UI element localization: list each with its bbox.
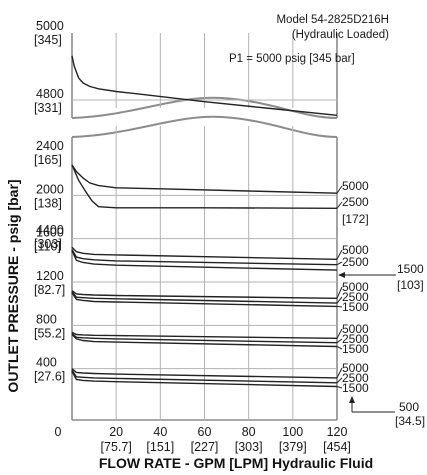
x-tick-label: 20: [109, 425, 123, 439]
x-tick-sublabel: [227]: [191, 440, 219, 454]
series-end-label: 5000: [342, 243, 369, 257]
series-end-label: 5000: [342, 322, 369, 336]
series-end-label: 1500: [342, 342, 369, 356]
y-tick-sublabel: [331]: [34, 101, 62, 115]
y-tick-sublabel: [55.2]: [34, 326, 65, 340]
series-end-label: 5000: [342, 280, 369, 294]
label-leader: [336, 328, 343, 339]
series-end-label: 1500: [342, 381, 369, 395]
label-leader: [336, 249, 343, 260]
series-lines: [71, 55, 338, 388]
label-leader: [336, 305, 343, 308]
label-leader: [336, 386, 343, 389]
setpoint-arrowhead: [338, 272, 345, 278]
x-tick-label: 40: [153, 425, 167, 439]
chart-title: Model 54-2825D216H: [276, 14, 389, 26]
y-tick-sublabel: [110]: [34, 240, 61, 254]
series-line: [71, 290, 338, 299]
label-leader: [336, 201, 343, 209]
upper-panel-annotation: P1 = 5000 psig [345 bar]: [229, 53, 355, 65]
series-line: [71, 368, 338, 379]
setpoint-sublabel: [103]: [397, 278, 424, 292]
label-leader: [336, 296, 343, 304]
x-tick-sublabel: [75.7]: [101, 440, 132, 454]
series-line: [71, 55, 338, 116]
setpoint-label: 500: [399, 400, 419, 414]
axis-ticks: 5000[345]4800[331]4400[303]2400[165]2000…: [34, 19, 351, 454]
series-line: [71, 164, 338, 194]
label-leader: [336, 346, 343, 350]
setpoint-label: 1500: [397, 262, 424, 276]
setpoint-arrowhead: [349, 396, 355, 403]
series-line: [71, 250, 338, 271]
series-line: [71, 291, 338, 304]
x-tick-label: 0: [55, 425, 62, 439]
gridlines: [72, 33, 337, 420]
y-tick-label: 4800: [36, 87, 64, 101]
label-leader: [336, 367, 343, 379]
y-tick-label: 1200: [36, 269, 64, 283]
x-tick-label: 80: [242, 425, 256, 439]
x-tick-sublabel: [379]: [279, 440, 307, 454]
series-line: [71, 371, 338, 388]
y-tick-sublabel: [138]: [34, 196, 62, 210]
x-axis-title: FLOW RATE - GPM [LPM] Hydraulic Fluid: [99, 455, 373, 471]
series-end-sublabel: [172]: [342, 212, 369, 226]
label-leader: [336, 377, 343, 384]
series-end-label: 1500: [342, 300, 369, 314]
series-end-label: 2500: [342, 255, 369, 269]
series-line: [71, 292, 338, 308]
series-line: [71, 246, 338, 260]
series-line: [71, 369, 338, 384]
line-labels: 50002500[172]500025005000250015005000250…: [336, 179, 425, 428]
y-tick-sublabel: [345]: [34, 33, 62, 47]
x-tick-label: 100: [282, 425, 303, 439]
break-line-lower: [71, 115, 338, 138]
series-line: [71, 334, 338, 348]
y-tick-sublabel: [82.7]: [34, 283, 65, 297]
y-tick-label: 2000: [36, 182, 64, 196]
label-leader: [336, 261, 343, 266]
y-tick-sublabel: [165]: [34, 153, 62, 167]
series-end-label: 5000: [342, 361, 369, 375]
setpoint-sublabel: [34.5]: [395, 414, 425, 428]
x-tick-label: 60: [198, 425, 212, 439]
break-line-upper: [71, 96, 338, 119]
series-end-label: 5000: [342, 179, 369, 193]
x-tick-sublabel: [151]: [146, 440, 174, 454]
series-line: [71, 249, 338, 266]
y-axis-title: OUTLET PRESSURE - psig [bar]: [5, 179, 21, 392]
series-end-label: 2500: [342, 332, 369, 346]
y-tick-label: 2400: [36, 139, 64, 153]
y-tick-sublabel: [303]: [34, 237, 62, 251]
y-tick-label: 400: [36, 356, 57, 370]
series-end-label: 2500: [342, 290, 369, 304]
series-line: [71, 332, 338, 344]
y-tick-sublabel: [27.6]: [34, 370, 65, 384]
y-tick-label: 5000: [36, 19, 64, 33]
series-end-label: 2500: [342, 371, 369, 385]
series-line: [71, 164, 338, 209]
series-line: [71, 331, 338, 339]
x-tick-sublabel: [303]: [235, 440, 263, 454]
label-leader: [336, 185, 343, 194]
label-leader: [336, 338, 343, 344]
y-tick-label: 1600: [36, 226, 64, 240]
label-leader: [336, 286, 343, 299]
x-tick-sublabel: [454]: [323, 440, 351, 454]
y-tick-label: 4400: [36, 223, 64, 237]
x-tick-label: 120: [327, 425, 348, 439]
y-tick-label: 800: [36, 312, 57, 326]
chart-subtitle: (Hydraulic Loaded): [292, 29, 389, 41]
series-end-label: 2500: [342, 195, 369, 209]
